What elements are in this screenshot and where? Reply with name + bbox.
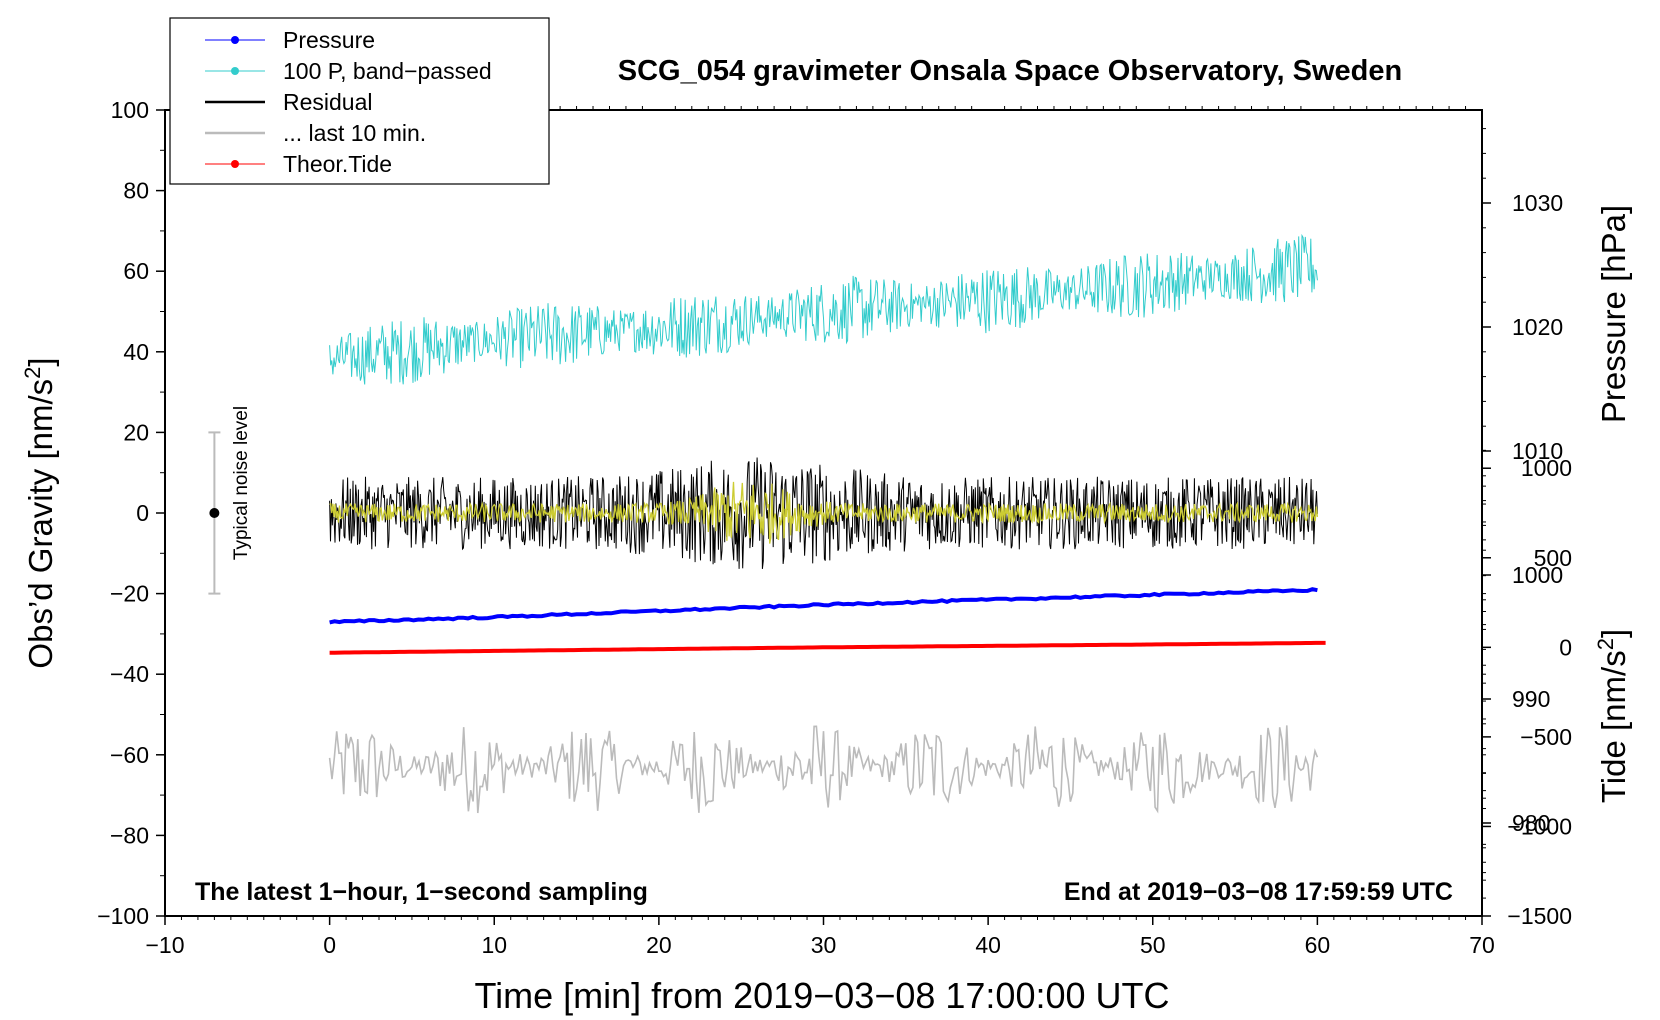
x-axis-ticks: −10 0 10 20 30 40 50 60 70 (145, 106, 1495, 958)
y-tick-label: 40 (123, 339, 149, 365)
y-tick-label: −80 (110, 822, 149, 848)
legend-label: Residual (283, 89, 373, 115)
x-tick-label: 30 (811, 932, 837, 958)
x-tick-label: 10 (481, 932, 507, 958)
legend-label: ... last 10 min. (283, 120, 426, 146)
pressure-tick-label: 1020 (1512, 314, 1563, 340)
y-tick-label: 80 (123, 178, 149, 204)
pressure-tick-label: 990 (1512, 686, 1550, 712)
legend: Pressure 100 P, band−passed Residual ... la… (169, 17, 550, 185)
y-axis-ticks: −100 −80 −60 −40 −20 0 20 40 60 80 100 (97, 97, 165, 929)
pressure-tick-label: 980 (1512, 810, 1550, 836)
pressure-axis-label: Pressure [hPa] (1595, 205, 1632, 423)
series-line (328, 725, 1319, 814)
legend-marker (231, 67, 239, 75)
tide-tick-label: −1500 (1507, 903, 1572, 929)
pressure-tick-label: 1000 (1512, 562, 1563, 588)
x-axis-label: Time [min] from 2019−03−08 17:00:00 UTC (474, 975, 1169, 1016)
x-tick-label: 20 (646, 932, 672, 958)
tide-tick-label: −500 (1520, 724, 1572, 750)
pressure-line (329, 587, 1318, 625)
y-axis-label: Obs’d Gravity [nm/s2] (20, 357, 60, 668)
pressure-axis-ticks: 980 990 1000 1010 1020 1030 (1482, 128, 1563, 874)
y-tick-label: 0 (136, 500, 149, 526)
tide-tick-label: 1000 (1521, 455, 1572, 481)
y-tick-label: 60 (123, 258, 149, 284)
noise-level-indicator (208, 431, 221, 595)
legend-marker (231, 36, 239, 44)
tide-tick-label: 0 (1559, 634, 1572, 660)
tide-axis-label-tail: ] (1595, 629, 1632, 638)
noise-level-label: Typical noise level (231, 406, 252, 560)
tide-tick-label: 500 (1534, 545, 1572, 571)
y-axis-label-text: Obs’d Gravity [nm/s (22, 379, 59, 669)
legend-label: 100 P, band−passed (283, 58, 492, 84)
series-line (329, 233, 1318, 385)
y-axis-label-tail: ] (22, 357, 59, 366)
data-series (328, 233, 1326, 814)
legend-label: Pressure (283, 27, 375, 53)
x-tick-label: 70 (1469, 932, 1495, 958)
series-line (329, 481, 1319, 544)
y-tick-label: 100 (111, 97, 149, 123)
x-tick-label: −10 (145, 932, 184, 958)
tide-tick-label: −1000 (1507, 813, 1572, 839)
tide-axis-label-sup: 2 (1593, 638, 1618, 650)
y-tick-label: 20 (123, 419, 149, 445)
noise-bar-center (209, 508, 220, 518)
y-axis-label-sup: 2 (20, 367, 45, 379)
tide-axis-label-text: Tide [nm/s (1595, 650, 1632, 803)
x-tick-label: 0 (323, 932, 336, 958)
chart-title: SCG_054 gravimeter Onsala Space Observat… (618, 55, 1402, 87)
x-tick-label: 50 (1140, 932, 1166, 958)
y-tick-label: −20 (110, 581, 149, 607)
pressure-tick-label: 1010 (1512, 438, 1563, 464)
annotation-end-time: End at 2019−03−08 17:59:59 UTC (1064, 878, 1453, 906)
series-line (329, 457, 1318, 569)
tide-axis-label: Tide [nm/s2] (1593, 629, 1633, 803)
legend-label: Theor.Tide (283, 151, 392, 177)
tide-line (329, 640, 1326, 655)
y-tick-label: −40 (110, 661, 149, 687)
x-tick-label: 40 (975, 932, 1001, 958)
y-tick-label: −60 (110, 742, 149, 768)
legend-marker (231, 160, 239, 168)
y-tick-label: −100 (97, 903, 149, 929)
pressure-tick-label: 1030 (1512, 190, 1563, 216)
x-tick-label: 60 (1305, 932, 1331, 958)
annotation-sampling: The latest 1−hour, 1−second sampling (195, 878, 648, 906)
